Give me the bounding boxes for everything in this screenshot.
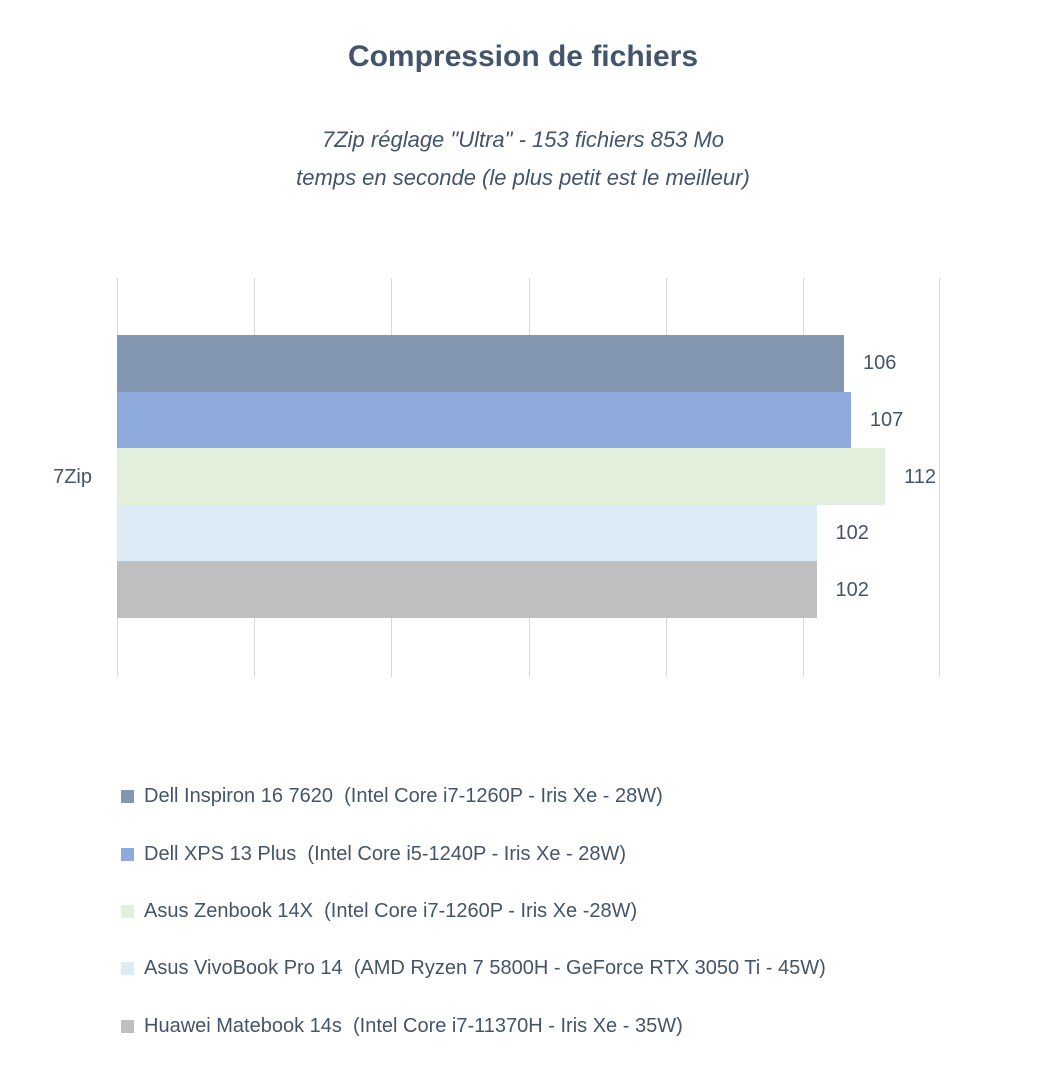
legend-label: Huawei Matebook 14s (Intel Core i7-11370… [144,1014,683,1037]
chart-title: Compression de fichiers [347,40,699,73]
legend-item: Asus Zenbook 14X (Intel Core i7-1260P - … [121,883,826,940]
legend-swatch-icon [121,962,134,976]
chart-subtitle: 7Zip réglage "Ultra" - 153 fichiers 853 … [0,121,1046,197]
chart-subtitle-line-2: temps en seconde (le plus petit est le m… [296,165,750,190]
category-label: 7Zip [53,466,92,488]
plot-area: 106 107 112 102 102 [117,278,940,677]
legend-swatch-icon [121,790,134,804]
gridline [939,278,940,677]
legend-label: Asus Zenbook 14X (Intel Core i7-1260P - … [144,899,638,922]
legend-item: Dell XPS 13 Plus (Intel Core i5-1240P - … [121,825,826,882]
bar-value-label: 106 [862,352,897,375]
legend-item: Asus VivoBook Pro 14 (AMD Ryzen 7 5800H … [121,940,826,997]
legend-label: Asus VivoBook Pro 14 (AMD Ryzen 7 5800H … [144,957,826,980]
legend-label: Dell Inspiron 16 7620 (Intel Core i7-126… [144,785,663,808]
legend-swatch-icon [121,1019,134,1033]
legend-label: Dell XPS 13 Plus (Intel Core i5-1240P - … [144,842,627,865]
legend-swatch-icon [121,904,134,918]
bar-value-label: 107 [869,408,904,431]
bar [117,448,886,505]
bar [117,504,817,562]
bar-value-label: 102 [835,522,869,545]
bar [117,561,817,618]
legend-item: Dell Inspiron 16 7620 (Intel Core i7-126… [121,768,826,825]
legend-item: Huawei Matebook 14s (Intel Core i7-11370… [121,998,826,1055]
bar-value-label: 112 [904,465,937,488]
chart-subtitle-line-1: 7Zip réglage "Ultra" - 153 fichiers 853 … [321,127,725,152]
legend: Dell Inspiron 16 7620 (Intel Core i7-126… [121,768,826,1055]
bar [117,335,844,392]
bar [117,391,851,449]
bar-value-label: 102 [835,578,869,601]
legend-swatch-icon [121,847,134,861]
